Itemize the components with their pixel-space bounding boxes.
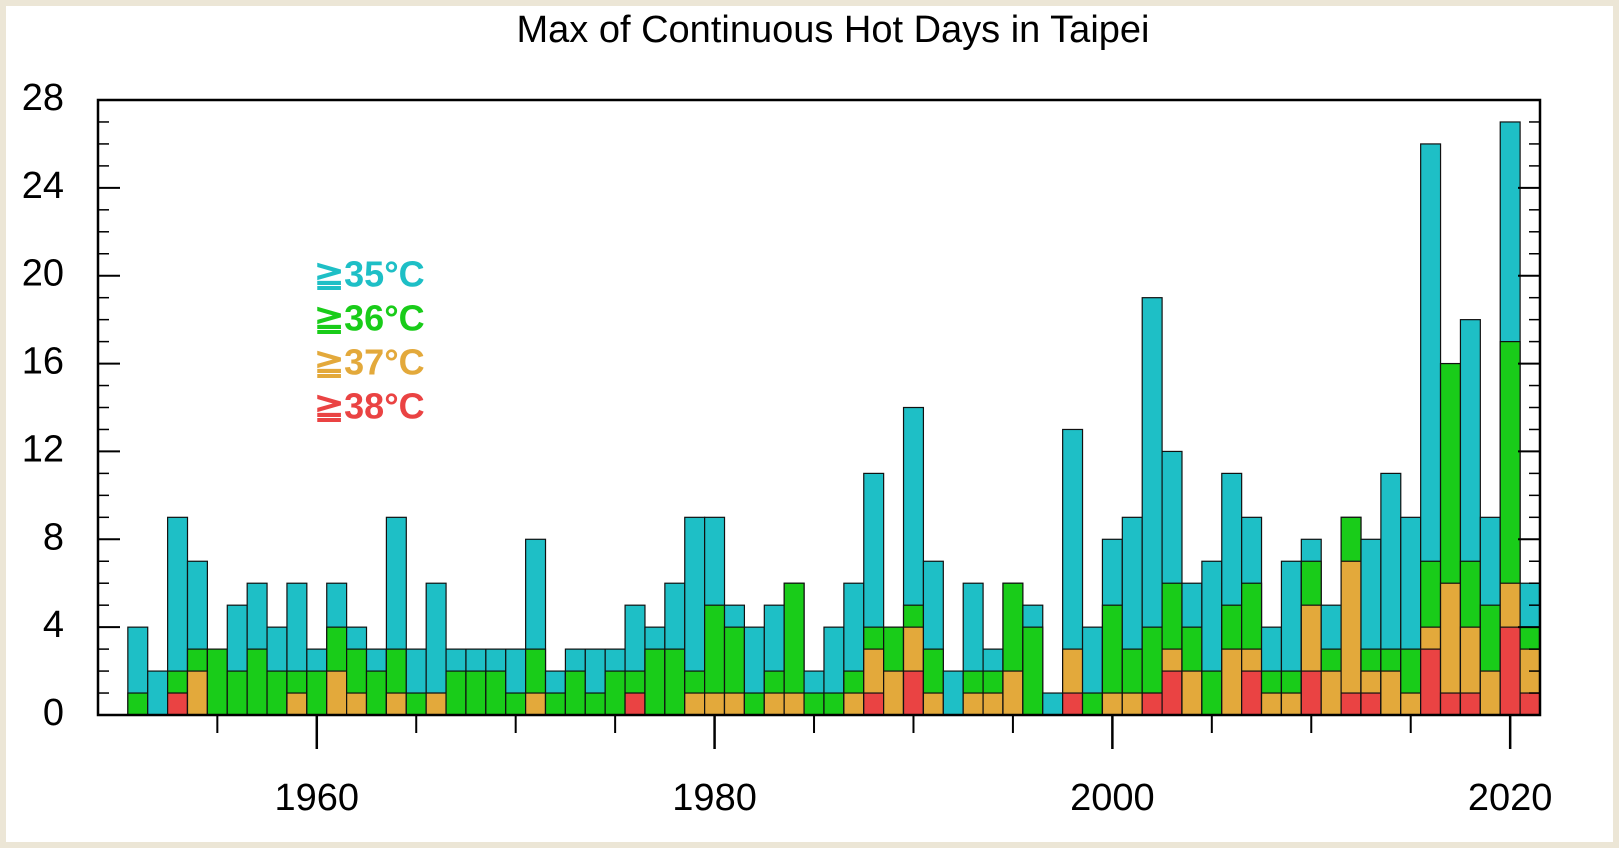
- y-tick-label: 24: [22, 165, 64, 207]
- bar: [1181, 670, 1203, 716]
- bar: [1042, 692, 1064, 716]
- y-tick-label: 12: [22, 428, 64, 470]
- bar: [1400, 692, 1422, 716]
- x-tick-label: 1960: [275, 777, 360, 819]
- bar: [1499, 626, 1521, 716]
- bar: [365, 670, 387, 716]
- bar: [405, 692, 427, 716]
- bar: [346, 692, 368, 716]
- bar: [863, 692, 885, 716]
- bar: [1241, 670, 1263, 716]
- bar: [783, 692, 805, 716]
- bar: [1081, 692, 1104, 716]
- bar: [1121, 692, 1143, 716]
- bar: [1380, 670, 1402, 716]
- bar: [306, 670, 328, 716]
- bar: [1340, 692, 1362, 716]
- x-tick-label: 2000: [1070, 777, 1155, 819]
- bar: [326, 670, 348, 716]
- y-tick-label: 4: [43, 604, 64, 646]
- bar: [505, 692, 527, 716]
- legend-entry: ≧38°C: [314, 386, 425, 427]
- bar: [167, 692, 189, 716]
- bar: [465, 670, 487, 716]
- bar: [1062, 692, 1084, 716]
- bar: [843, 692, 865, 716]
- bar: [206, 648, 228, 716]
- bar: [624, 692, 646, 716]
- x-tick-label: 2020: [1468, 777, 1553, 819]
- bar: [962, 692, 984, 716]
- y-tick-label: 28: [22, 77, 64, 119]
- bar: [1519, 692, 1541, 716]
- bar: [604, 670, 626, 716]
- bar: [226, 670, 248, 716]
- legend-entry: ≧35°C: [314, 254, 425, 295]
- bar: [1340, 560, 1362, 716]
- bar: [902, 670, 925, 716]
- bar: [385, 692, 407, 716]
- bar: [246, 648, 268, 716]
- bar: [1439, 692, 1462, 716]
- bar: [1479, 670, 1501, 716]
- bar: [803, 692, 825, 716]
- bar: [127, 692, 149, 716]
- bar: [1300, 670, 1322, 716]
- bar: [684, 692, 706, 716]
- legend-entry: ≧36°C: [314, 298, 425, 339]
- bar: [1360, 692, 1382, 716]
- bar: [1459, 692, 1481, 716]
- bar: [942, 670, 964, 716]
- bar: [1280, 692, 1302, 716]
- bar: [1201, 670, 1223, 716]
- bar: [922, 692, 944, 716]
- bar: [266, 670, 288, 716]
- bar: [1420, 648, 1442, 716]
- bar: [1101, 692, 1123, 716]
- bar: [723, 692, 746, 716]
- legend-entry: ≧37°C: [314, 342, 425, 383]
- bar: [1161, 670, 1183, 716]
- bar: [883, 670, 905, 716]
- y-tick-label: 16: [22, 341, 64, 383]
- bar: [186, 670, 208, 716]
- chart-title: Max of Continuous Hot Days in Taipei: [517, 9, 1150, 51]
- bar: [1022, 626, 1044, 716]
- x-tick-label: 1980: [672, 777, 757, 819]
- bar: [1260, 692, 1283, 716]
- bar: [564, 670, 586, 716]
- bar: [982, 692, 1004, 716]
- y-tick-label: 0: [43, 692, 64, 734]
- bar: [664, 648, 686, 716]
- y-tick-label: 20: [22, 253, 64, 295]
- bar: [1221, 648, 1243, 716]
- bar: [485, 670, 507, 716]
- chart-background: [6, 6, 1613, 842]
- bar: [544, 692, 567, 716]
- bar: [1320, 670, 1342, 716]
- bar: [445, 670, 467, 716]
- y-tick-label: 8: [43, 516, 64, 558]
- bar: [525, 692, 547, 716]
- bar: [1141, 692, 1163, 716]
- bar: [1002, 670, 1024, 716]
- bar: [704, 692, 726, 716]
- bar: [644, 648, 666, 716]
- bar: [743, 692, 765, 716]
- bar: [823, 692, 845, 716]
- bar: [763, 692, 785, 716]
- bar: [147, 670, 169, 716]
- bar: [425, 692, 447, 716]
- bar: [286, 692, 308, 716]
- bar: [584, 692, 606, 716]
